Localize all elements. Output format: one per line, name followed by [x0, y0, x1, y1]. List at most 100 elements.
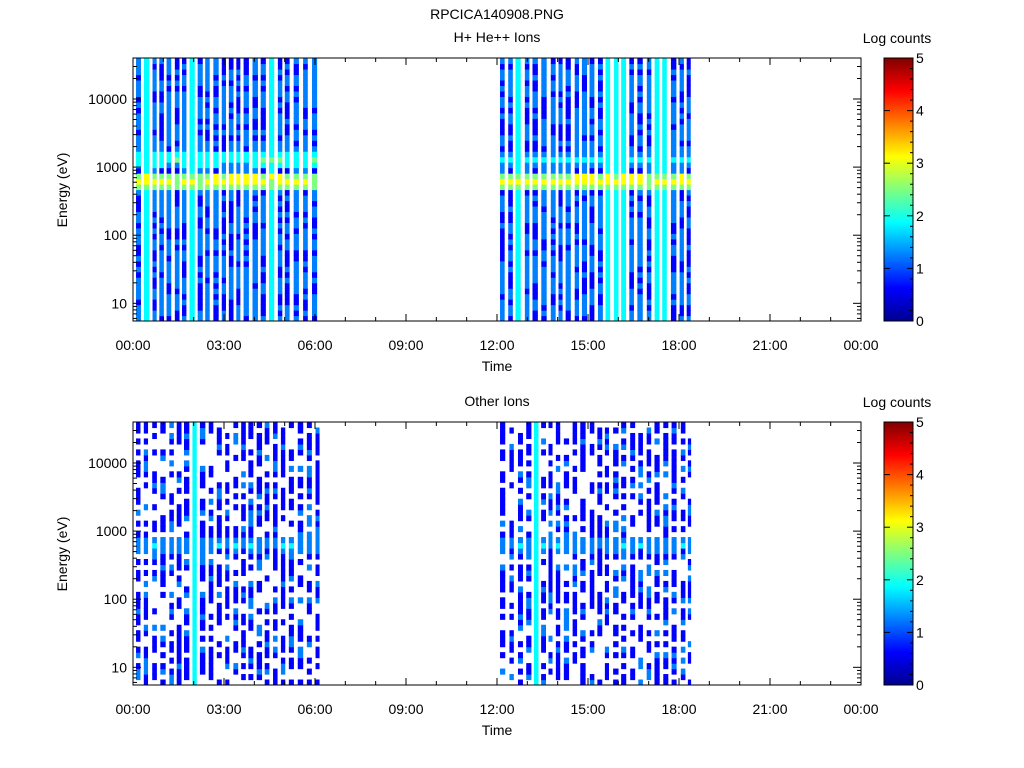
heatmap-cell	[662, 227, 667, 234]
heatmap-cell	[654, 641, 660, 648]
heatmap-cell	[686, 277, 691, 284]
heatmap-cell	[252, 211, 258, 218]
heatmap-cell	[574, 299, 580, 306]
heatmap-cell	[269, 293, 275, 300]
heatmap-cell	[597, 205, 603, 213]
heatmap-cell	[621, 299, 627, 306]
heatmap-cell	[197, 156, 203, 163]
heatmap-cell	[243, 162, 249, 169]
heatmap-cell	[500, 564, 506, 571]
heatmap-cell	[572, 537, 578, 544]
heatmap-cell	[288, 454, 294, 461]
heatmap-cell	[526, 663, 532, 670]
heatmap-cell	[558, 129, 563, 136]
heatmap-cell	[221, 310, 226, 317]
heatmap-cell	[152, 123, 157, 130]
heatmap-cell	[213, 156, 219, 163]
heatmap-cell	[646, 293, 652, 300]
heatmap-cell	[613, 526, 619, 533]
heatmap-cell	[541, 173, 547, 180]
heatmap-cell	[197, 68, 203, 76]
heatmap-cell	[541, 646, 546, 653]
heatmap-cell	[256, 454, 263, 461]
heatmap-cell	[213, 200, 219, 207]
heatmap-cell	[228, 178, 234, 185]
heatmap-cell	[589, 548, 595, 555]
heatmap-cell	[548, 542, 553, 549]
heatmap-cell	[236, 304, 241, 311]
heatmap-cell	[293, 178, 299, 185]
heatmap-cell	[208, 613, 214, 620]
heatmap-cell	[192, 674, 197, 681]
heatmap-cell	[671, 427, 677, 434]
heatmap-cell	[508, 85, 513, 92]
heatmap-cell	[208, 674, 214, 681]
heatmap-cell	[565, 173, 571, 180]
heatmap-cell	[189, 244, 195, 251]
heatmap-cell	[208, 586, 214, 593]
heatmap-cell	[526, 597, 532, 604]
heatmap-cell	[136, 249, 141, 256]
heatmap-cell	[614, 310, 619, 317]
heatmap-cell	[189, 222, 195, 229]
heatmap-cell	[288, 482, 294, 489]
heatmap-cell	[548, 531, 553, 538]
heatmap-cell	[192, 602, 197, 609]
heatmap-cell	[306, 482, 312, 489]
heatmap-cell	[558, 249, 563, 256]
heatmap-cell	[621, 118, 627, 125]
heatmap-cell	[630, 630, 636, 637]
heatmap-cell	[541, 107, 547, 114]
heatmap-cell	[174, 304, 180, 311]
heatmap-cell	[143, 663, 149, 670]
heatmap-cell	[572, 487, 578, 494]
heatmap-cell	[312, 79, 318, 86]
heatmap-cell	[515, 63, 521, 70]
heatmap-cell	[159, 107, 164, 114]
heatmap-cell	[629, 140, 634, 147]
heatmap-cell	[555, 482, 561, 489]
heatmap-cell	[293, 233, 299, 240]
heatmap-cell	[160, 493, 166, 500]
heatmap-cell	[192, 476, 197, 483]
heatmap-cell	[686, 118, 691, 125]
heatmap-cell	[293, 151, 299, 158]
heatmap-cell	[638, 465, 643, 472]
heatmap-cell	[199, 624, 206, 631]
heatmap-cell	[508, 145, 513, 152]
heatmap-cell	[604, 487, 610, 494]
heatmap-cell	[213, 216, 219, 223]
heatmap-cell	[243, 145, 249, 152]
heatmap-cell	[152, 310, 157, 317]
heatmap-cell	[621, 674, 627, 681]
heatmap-cell	[563, 608, 570, 615]
heatmap-cell	[500, 227, 505, 234]
heatmap-cell	[646, 194, 652, 202]
heatmap-cell	[248, 460, 254, 467]
heatmap-cell	[221, 299, 226, 306]
heatmap-cell	[136, 449, 141, 456]
heatmap-cell	[256, 504, 263, 511]
heatmap-cell	[174, 288, 180, 295]
heatmap-cell	[597, 443, 603, 450]
heatmap-cell	[597, 68, 603, 76]
heatmap-cell	[152, 646, 157, 653]
heatmap-cell	[613, 553, 619, 560]
heatmap-cell	[284, 58, 290, 65]
heatmap-cell	[509, 630, 514, 637]
heatmap-cell	[184, 630, 190, 637]
heatmap-cell	[166, 74, 172, 81]
heatmap-cell	[166, 101, 172, 108]
heatmap-cell	[581, 90, 588, 97]
heatmap-cell	[605, 282, 611, 289]
heatmap-cell	[597, 107, 603, 114]
heatmap-cell	[303, 118, 308, 125]
heatmap-cell	[686, 205, 691, 213]
heatmap-cell	[555, 613, 561, 620]
heatmap-cell	[663, 553, 669, 560]
heatmap-cell	[532, 255, 538, 262]
heatmap-cell	[679, 310, 684, 317]
heatmap-cell	[517, 679, 523, 685]
heatmap-cell	[589, 167, 595, 174]
heatmap-cell	[252, 184, 258, 191]
